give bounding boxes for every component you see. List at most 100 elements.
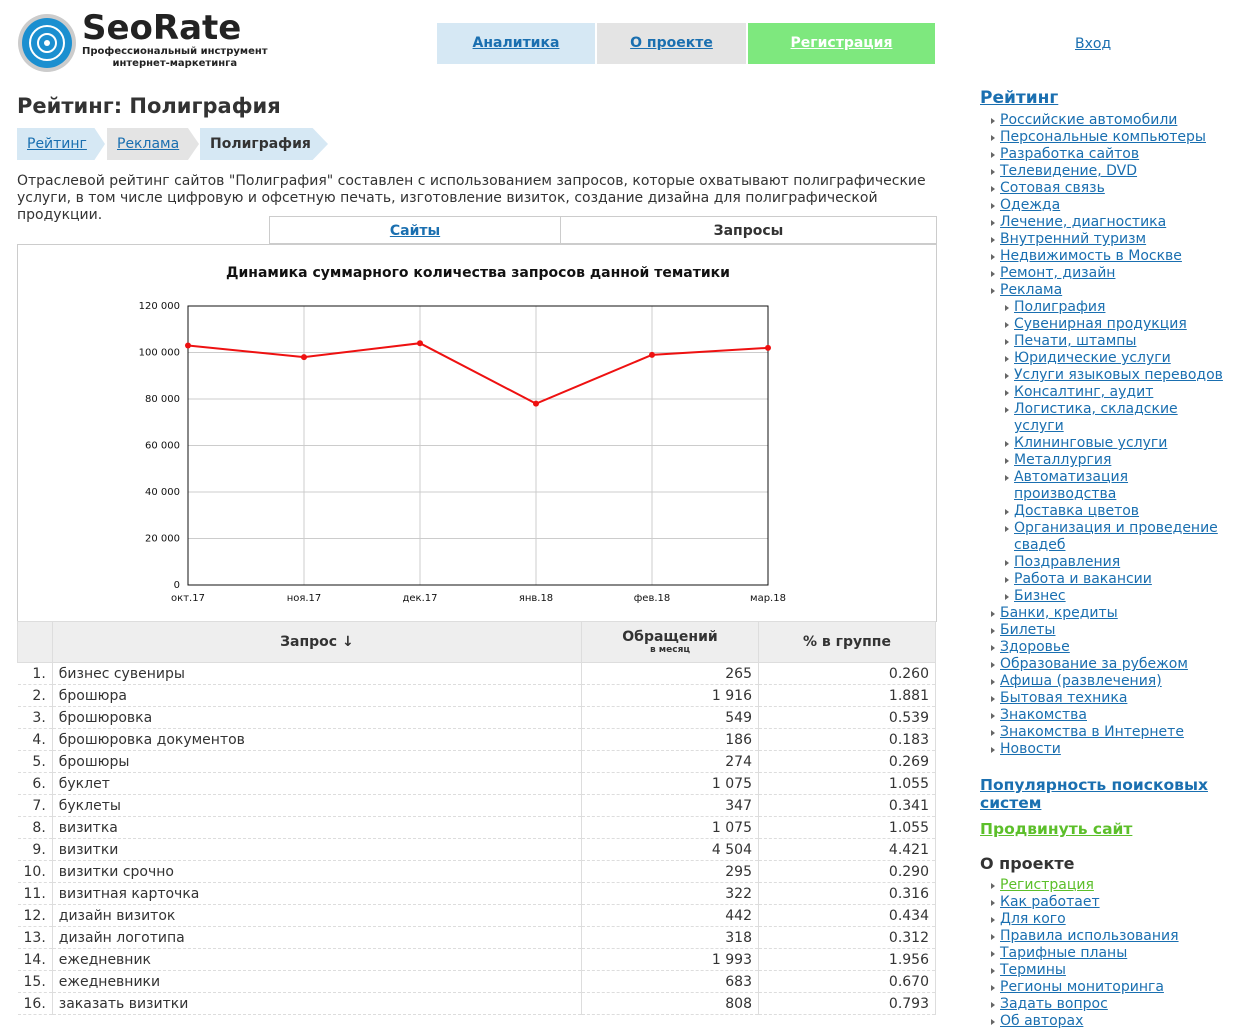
- nav-link[interactable]: Аналитика: [437, 23, 595, 64]
- rating-link[interactable]: Афиша (развлечения): [1000, 673, 1162, 689]
- point: [649, 351, 655, 358]
- point: [533, 400, 539, 407]
- table-cell: дизайн визиток: [52, 904, 583, 927]
- table-cell: 7.: [17, 794, 53, 817]
- x-tick-label: дек.17: [402, 593, 437, 604]
- table-cell: 1 075: [581, 772, 759, 795]
- table-cell: брошюровка документов: [52, 728, 583, 751]
- rating-link[interactable]: Лечение, диагностика: [1000, 214, 1167, 230]
- table-cell: буклет: [52, 772, 583, 795]
- about-link[interactable]: Задать вопрос: [1000, 996, 1108, 1012]
- table-cell: 347: [581, 794, 759, 817]
- rating-link[interactable]: Телевидение, DVD: [1000, 163, 1138, 179]
- about-link[interactable]: Как работает: [1000, 894, 1100, 910]
- about-link[interactable]: Для кого: [1000, 911, 1066, 927]
- rating-item: Лечение, диагностика: [991, 214, 1230, 231]
- table-row: 14. ежедневник 1 993 1.956: [17, 948, 936, 971]
- table-cell: 808: [581, 992, 759, 1015]
- rating-link[interactable]: Услуги языковых переводов: [1014, 367, 1223, 383]
- nav-link[interactable]: О проекте: [597, 23, 746, 64]
- breadcrumb[interactable]: Рейтинг: [17, 128, 105, 160]
- about-link[interactable]: Тарифные планы: [1000, 945, 1128, 961]
- table-row: 8. визитка 1 075 1.055: [17, 816, 936, 839]
- header-cell[interactable]: Запрос ↓: [51, 621, 583, 663]
- rating-link[interactable]: Знакомства: [1000, 707, 1087, 723]
- table-row: 5. брошюры 274 0.269: [17, 750, 936, 773]
- rating-link[interactable]: Билеты: [1000, 622, 1056, 638]
- header-cell: [17, 621, 53, 663]
- rating-link[interactable]: Новости: [1000, 741, 1061, 757]
- rating-item: Телевидение, DVD: [991, 163, 1230, 180]
- header-subtext: в месяц: [649, 645, 691, 655]
- table-cell: брошюровка: [52, 706, 583, 729]
- rating-link[interactable]: Бытовая техника: [1000, 690, 1128, 706]
- header-row: Запрос ↓ Обращений в месяц % в группе: [17, 621, 936, 663]
- rating-link[interactable]: Работа и вакансии: [1014, 571, 1152, 587]
- rating-link[interactable]: Образование за рубежом: [1000, 656, 1188, 672]
- rating-link[interactable]: Ремонт, дизайн: [1000, 265, 1116, 281]
- rating-link[interactable]: Консалтинг, аудит: [1014, 384, 1154, 400]
- rating-link[interactable]: Здоровье: [1000, 639, 1070, 655]
- rating-link[interactable]: Знакомства в Интернете: [1000, 724, 1184, 740]
- rating-link[interactable]: Клининговые услуги: [1014, 435, 1168, 451]
- about-item: Тарифные планы: [991, 945, 1230, 962]
- table-cell: визитки срочно: [52, 860, 583, 883]
- table-cell: 274: [581, 750, 759, 773]
- header-cell[interactable]: % в группе: [758, 621, 936, 663]
- rating-link[interactable]: Доставка цветов: [1014, 503, 1140, 519]
- description: Отраслевой рейтинг сайтов "Полиграфия" с…: [17, 173, 926, 223]
- rating-link[interactable]: Поздравления: [1014, 554, 1121, 570]
- table-cell: 14.: [17, 948, 53, 971]
- rating-link[interactable]: Печати, штампы: [1014, 333, 1137, 349]
- rating-link[interactable]: Бизнес: [1014, 588, 1066, 604]
- rating-link[interactable]: Металлургия: [1014, 452, 1112, 468]
- tab[interactable]: Запросы: [560, 216, 937, 244]
- nav-link[interactable]: Регистрация: [748, 23, 935, 64]
- about-link[interactable]: Регистрация: [1000, 877, 1094, 893]
- table-row: 9. визитки 4 504 4.421: [17, 838, 936, 861]
- sidebar-heading[interactable]: Рейтинг: [980, 88, 1059, 108]
- rating-link[interactable]: Реклама: [1000, 282, 1063, 298]
- rating-list: Российские автомобили Персональные компью…: [980, 112, 1230, 758]
- header-text: Обращений: [622, 629, 718, 645]
- rating-link[interactable]: Банки, кредиты: [1000, 605, 1118, 621]
- rating-subitem: Металлургия: [1005, 452, 1230, 469]
- breadcrumb[interactable]: Реклама: [107, 128, 199, 160]
- rating-link[interactable]: Логистика, складские услуги: [1014, 401, 1178, 434]
- sidebar-heading[interactable]: Продвинуть сайт: [980, 820, 1133, 838]
- rating-link[interactable]: Сувенирная продукция: [1014, 316, 1187, 332]
- rating-subitem: Организация и проведение свадеб: [1005, 520, 1230, 554]
- about-link[interactable]: Термины: [1000, 962, 1066, 978]
- about-link[interactable]: Об авторах: [1000, 1013, 1084, 1029]
- header-cell[interactable]: Обращений в месяц: [581, 621, 759, 663]
- rating-link[interactable]: Недвижимость в Москве: [1000, 248, 1182, 264]
- sidebar-heading[interactable]: Популярность поисковых систем: [980, 776, 1208, 812]
- rating-subitem: Поздравления: [1005, 554, 1230, 571]
- point: [301, 354, 307, 361]
- table-cell: 13.: [17, 926, 53, 949]
- rating-link[interactable]: Автоматизация производства: [1014, 469, 1129, 502]
- rating-item: Одежда: [991, 197, 1230, 214]
- rating-link[interactable]: Внутренний туризм: [1000, 231, 1147, 247]
- table-cell: визитки: [52, 838, 583, 861]
- rating-link[interactable]: Организация и проведение свадеб: [1014, 520, 1218, 553]
- table-cell: ежедневники: [52, 970, 583, 993]
- rating-sublist: Полиграфия Сувенирная продукция Печати, шт…: [1000, 299, 1230, 605]
- rating-link[interactable]: Российские автомобили: [1000, 112, 1178, 128]
- rating-item: Билеты: [991, 622, 1230, 639]
- rating-link[interactable]: Персональные компьютеры: [1000, 129, 1206, 145]
- rating-link[interactable]: Разработка сайтов: [1000, 146, 1140, 162]
- rating-link[interactable]: Одежда: [1000, 197, 1061, 213]
- about-item: Для кого: [991, 911, 1230, 928]
- rating-link[interactable]: Юридические услуги: [1014, 350, 1171, 366]
- rating-link[interactable]: Полиграфия: [1014, 299, 1106, 315]
- about-link[interactable]: Регионы мониторинга: [1000, 979, 1164, 995]
- rating-link[interactable]: Сотовая связь: [1000, 180, 1105, 196]
- logo-title: SeoRate: [82, 8, 242, 48]
- y-tick-label: 20 000: [145, 534, 180, 545]
- login-link[interactable]: Вход: [1075, 36, 1112, 52]
- tab[interactable]: Сайты: [269, 216, 561, 244]
- table-cell: заказать визитки: [52, 992, 583, 1015]
- logo-subtitle: Профессиональный инструмент интернет-марк…: [82, 46, 268, 70]
- about-link[interactable]: Правила использования: [1000, 928, 1179, 944]
